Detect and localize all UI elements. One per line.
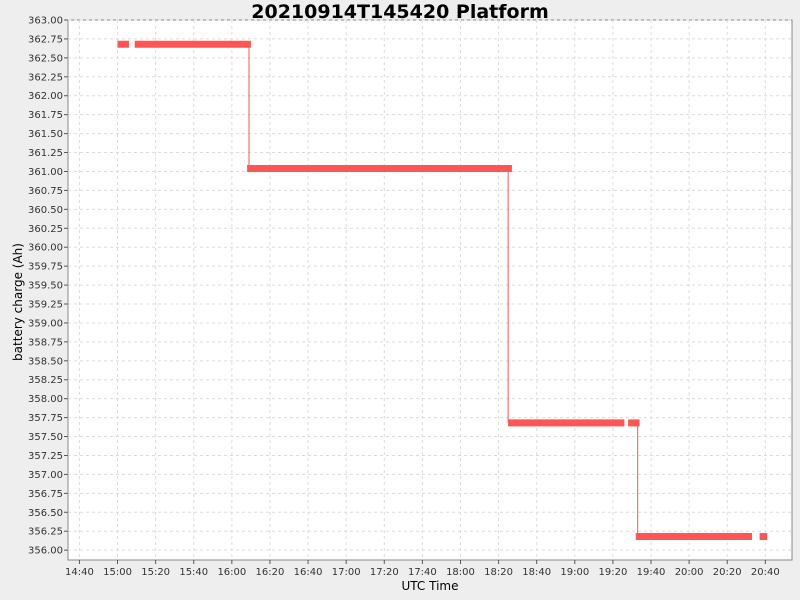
chart-title: 20210914T145420 Platform <box>251 1 549 23</box>
y-axis: 356.00 356.25 356.50 356.75 357.00 357.25 357.… <box>28 16 68 557</box>
x-tick-label: 15:20 <box>141 567 170 578</box>
x-axis: 14:40 15:00 15:20 15:40 16:00 16:20 16:40 17:00… <box>65 560 780 578</box>
y-tick-label: 359.25 <box>28 300 63 311</box>
y-tick-label: 362.25 <box>28 72 63 83</box>
x-tick-label: 20:40 <box>751 567 780 578</box>
y-tick-label: 361.25 <box>28 148 63 159</box>
y-tick-label: 357.50 <box>28 432 63 443</box>
y-tick-label: 359.50 <box>28 281 63 292</box>
x-tick-label: 20:20 <box>713 567 742 578</box>
y-tick-label: 360.75 <box>28 186 63 197</box>
y-tick-label: 357.00 <box>28 470 63 481</box>
y-tick-label: 358.75 <box>28 337 63 348</box>
x-tick-label: 16:00 <box>217 567 246 578</box>
y-tick-label: 356.75 <box>28 489 63 500</box>
series-battery-charge <box>117 40 768 541</box>
x-tick-label: 18:40 <box>522 567 551 578</box>
x-axis-label: UTC Time <box>402 579 459 593</box>
y-tick-label: 362.50 <box>28 53 63 64</box>
y-tick-label: 360.00 <box>28 243 63 254</box>
y-tick-label: 359.00 <box>28 318 63 329</box>
y-tick-label: 362.75 <box>28 34 63 45</box>
x-tick-label: 17:40 <box>408 567 437 578</box>
x-tick-label: 16:40 <box>294 567 323 578</box>
x-tick-label: 18:00 <box>446 567 475 578</box>
x-tick-label: 14:40 <box>65 567 94 578</box>
y-tick-label: 356.50 <box>28 508 63 519</box>
y-tick-label: 363.00 <box>28 16 63 27</box>
x-tick-label: 16:20 <box>256 567 285 578</box>
y-tick-label: 356.00 <box>28 546 63 557</box>
y-tick-label: 360.50 <box>28 205 63 216</box>
x-tick-label: 19:00 <box>560 567 589 578</box>
y-tick-label: 358.00 <box>28 394 63 405</box>
x-tick-label: 15:00 <box>103 567 132 578</box>
x-tick-label: 18:20 <box>484 567 513 578</box>
y-tick-label: 358.25 <box>28 375 63 386</box>
x-tick-label: 17:00 <box>332 567 361 578</box>
x-tick-label: 19:40 <box>637 567 666 578</box>
y-tick-label: 361.50 <box>28 129 63 140</box>
y-axis-label: battery charge (Ah) <box>11 243 25 361</box>
y-tick-label: 361.75 <box>28 110 63 121</box>
y-tick-label: 358.50 <box>28 356 63 367</box>
y-tick-label: 356.25 <box>28 527 63 538</box>
x-tick-label: 20:00 <box>675 567 704 578</box>
y-tick-label: 362.00 <box>28 91 63 102</box>
plot-area <box>67 19 793 561</box>
x-tick-label: 19:20 <box>598 567 627 578</box>
x-tick-label: 17:20 <box>370 567 399 578</box>
grid-lines <box>68 19 792 560</box>
y-tick-label: 359.75 <box>28 262 63 273</box>
y-tick-label: 357.25 <box>28 451 63 462</box>
y-tick-label: 361.00 <box>28 167 63 178</box>
y-tick-label: 357.75 <box>28 413 63 424</box>
x-tick-label: 15:40 <box>179 567 208 578</box>
y-tick-label: 360.25 <box>28 224 63 235</box>
